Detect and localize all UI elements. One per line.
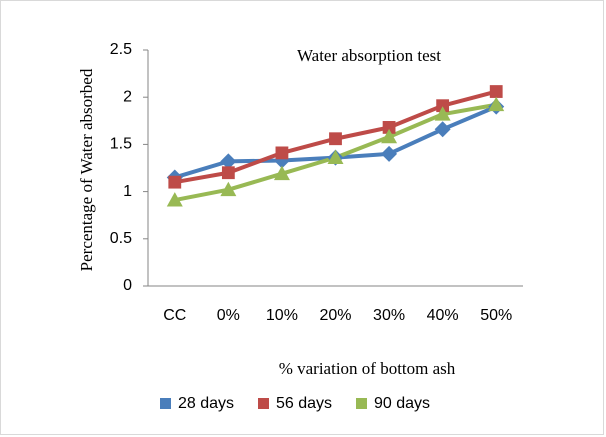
y-axis-label: Percentage of Water absorbed (77, 68, 96, 271)
y-tick-label: 0 (123, 277, 132, 294)
x-tick-label: 40% (427, 307, 459, 324)
x-tick-label: 50% (480, 307, 512, 324)
legend-swatch (356, 398, 367, 409)
legend-label: 56 days (276, 395, 332, 412)
marker (275, 146, 289, 160)
marker (273, 165, 290, 181)
marker (381, 128, 398, 144)
marker (327, 149, 344, 165)
legend-swatch (160, 398, 171, 409)
legend-label: 90 days (374, 395, 430, 412)
chart-title: Water absorption test (297, 46, 441, 65)
marker (221, 166, 235, 180)
marker (168, 175, 182, 189)
marker (434, 121, 451, 138)
x-axis-label: % variation of bottom ash (279, 359, 456, 378)
y-tick-label: 0.5 (110, 230, 132, 247)
legend-swatch (258, 398, 269, 409)
marker (329, 132, 342, 146)
x-tick-label: 20% (319, 307, 351, 324)
y-tick-label: 1 (123, 183, 132, 200)
legend-label: 28 days (178, 395, 234, 412)
marker (166, 192, 183, 207)
y-tick-label: 1.5 (110, 136, 132, 153)
marker (489, 85, 503, 98)
x-tick-label: 30% (373, 307, 405, 324)
x-tick-label: 10% (266, 307, 298, 324)
x-tick-label: CC (163, 307, 186, 324)
y-tick-label: 2 (123, 88, 132, 105)
x-tick-label: 0% (217, 307, 240, 324)
marker (220, 153, 237, 170)
marker (436, 99, 450, 113)
marker (434, 106, 451, 121)
marker (488, 96, 505, 112)
y-tick-label: 2.5 (110, 41, 132, 58)
marker (381, 145, 398, 162)
marker (382, 121, 396, 134)
marker (220, 181, 237, 197)
